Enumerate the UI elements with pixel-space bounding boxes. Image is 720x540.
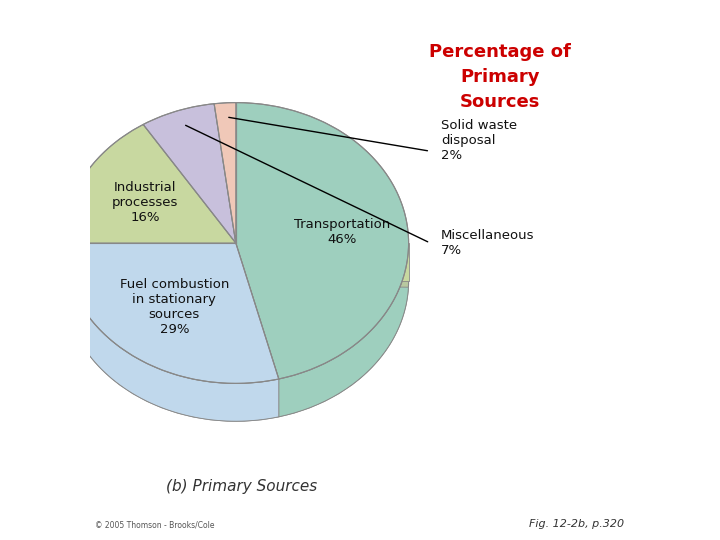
- Text: Solid waste
disposal
2%: Solid waste disposal 2%: [441, 119, 517, 162]
- Polygon shape: [63, 243, 409, 281]
- Text: Transportation
46%: Transportation 46%: [294, 218, 390, 246]
- Polygon shape: [63, 243, 408, 417]
- Text: Fuel combustion
in stationary
sources
29%: Fuel combustion in stationary sources 29…: [120, 278, 229, 336]
- Polygon shape: [63, 124, 236, 243]
- Polygon shape: [63, 243, 279, 383]
- Text: Fig. 12-2b, p.320: Fig. 12-2b, p.320: [529, 519, 625, 529]
- Ellipse shape: [63, 140, 409, 421]
- Text: Industrial
processes
16%: Industrial processes 16%: [112, 181, 178, 224]
- Text: © 2005 Thomson - Brooks/Cole: © 2005 Thomson - Brooks/Cole: [95, 520, 215, 529]
- Text: Percentage of
Primary
Sources: Percentage of Primary Sources: [429, 43, 572, 111]
- Text: (b) Primary Sources: (b) Primary Sources: [166, 478, 317, 494]
- Polygon shape: [63, 243, 279, 421]
- Polygon shape: [143, 104, 236, 243]
- Text: Miscellaneous
7%: Miscellaneous 7%: [441, 229, 534, 257]
- Polygon shape: [236, 103, 408, 379]
- Polygon shape: [214, 103, 236, 243]
